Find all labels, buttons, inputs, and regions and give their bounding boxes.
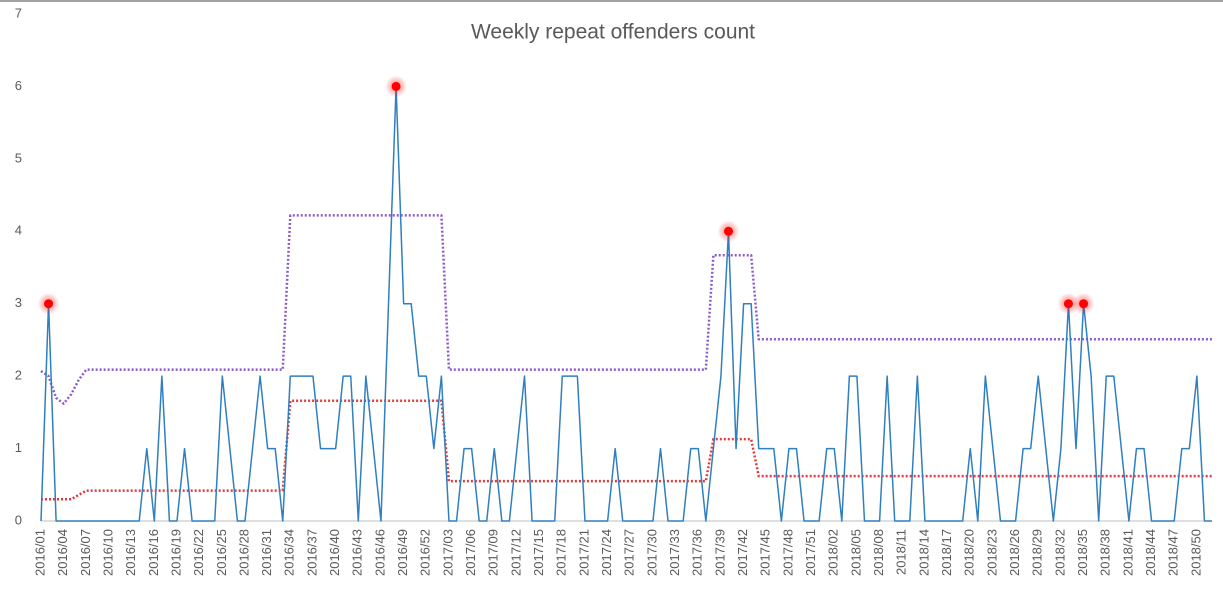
- y-tick-label: 6: [15, 78, 22, 93]
- peak-marker: [44, 299, 54, 309]
- peak-marker: [391, 81, 401, 91]
- y-tick-label: 7: [15, 5, 22, 20]
- x-tick-label: 2016/19: [168, 529, 183, 576]
- peak-marker: [1079, 299, 1089, 309]
- y-tick-label: 1: [15, 440, 22, 455]
- x-tick-label: 2016/43: [350, 529, 365, 576]
- x-tick-label: 2017/18: [554, 529, 569, 576]
- series-line: [40, 214, 1212, 405]
- x-tick-label: 2017/21: [576, 529, 591, 576]
- x-tick-label: 2017/24: [599, 529, 614, 576]
- x-tick-label: 2016/40: [327, 529, 342, 576]
- x-tick-label: 2017/09: [486, 529, 501, 576]
- peak-marker: [723, 226, 733, 236]
- x-tick-label: 2018/02: [826, 529, 841, 576]
- x-tick-label: 2018/05: [848, 529, 863, 576]
- x-tick-label: 2017/48: [780, 529, 795, 576]
- x-tick-label: 2018/35: [1075, 529, 1090, 576]
- x-tick-label: 2018/44: [1143, 529, 1158, 576]
- x-tick-label: 2017/03: [440, 529, 455, 576]
- peak-marker: [1063, 299, 1073, 309]
- x-tick-label: 2016/46: [372, 529, 387, 576]
- x-tick-label: 2016/25: [214, 529, 229, 576]
- x-tick-label: 2016/01: [32, 529, 47, 576]
- x-tick-label: 2017/12: [508, 529, 523, 576]
- x-tick-label: 2018/29: [1030, 529, 1045, 576]
- x-tick-label: 2018/20: [962, 529, 977, 576]
- x-tick-label: 2018/26: [1007, 529, 1022, 576]
- x-tick-label: 2018/32: [1052, 529, 1067, 576]
- x-tick-label: 2017/30: [644, 529, 659, 576]
- x-tick-label: 2016/16: [146, 529, 161, 576]
- x-tick-label: 2018/11: [894, 529, 909, 575]
- y-tick-label: 2: [15, 368, 22, 383]
- x-tick-label: 2016/10: [100, 529, 115, 576]
- x-tick-label: 2018/14: [916, 529, 931, 576]
- x-tick-label: 2018/08: [871, 529, 886, 576]
- y-tick-label: 3: [15, 295, 22, 310]
- series-line: [41, 399, 1212, 501]
- x-tick-label: 2018/23: [984, 529, 999, 576]
- x-tick-label: 2018/50: [1188, 529, 1203, 576]
- y-tick-label: 0: [15, 512, 22, 527]
- x-tick-label: 2016/49: [395, 529, 410, 576]
- x-tick-label: 2017/27: [622, 529, 637, 576]
- x-tick-label: 2018/47: [1166, 529, 1181, 576]
- series-line: [40, 85, 1212, 522]
- x-tick-label: 2016/22: [191, 529, 206, 576]
- x-tick-label: 2018/41: [1120, 529, 1135, 576]
- x-tick-label: 2016/52: [418, 529, 433, 576]
- x-tick-label: 2016/13: [123, 529, 138, 576]
- x-tick-label: 2017/39: [712, 529, 727, 576]
- x-tick-label: 2017/15: [531, 529, 546, 576]
- x-tick-label: 2016/31: [259, 529, 274, 576]
- x-tick-label: 2017/45: [758, 529, 773, 576]
- x-tick-label: 2017/33: [667, 529, 682, 576]
- x-tick-label: 2017/06: [463, 529, 478, 576]
- chart-title: Weekly repeat offenders count: [471, 21, 755, 44]
- x-tick-label: 2017/51: [803, 529, 818, 576]
- x-tick-label: 2016/07: [78, 529, 93, 576]
- x-tick-label: 2016/04: [55, 529, 70, 576]
- x-tick-label: 2016/37: [304, 529, 319, 576]
- x-tick-label: 2016/34: [282, 529, 297, 576]
- y-tick-label: 4: [15, 223, 22, 238]
- x-tick-label: 2017/42: [735, 529, 750, 576]
- y-tick-label: 5: [15, 150, 22, 165]
- x-tick-label: 2018/17: [939, 529, 954, 576]
- x-tick-label: 2017/36: [690, 529, 705, 576]
- x-tick-label: 2018/38: [1098, 529, 1113, 576]
- x-tick-label: 2016/28: [236, 529, 251, 576]
